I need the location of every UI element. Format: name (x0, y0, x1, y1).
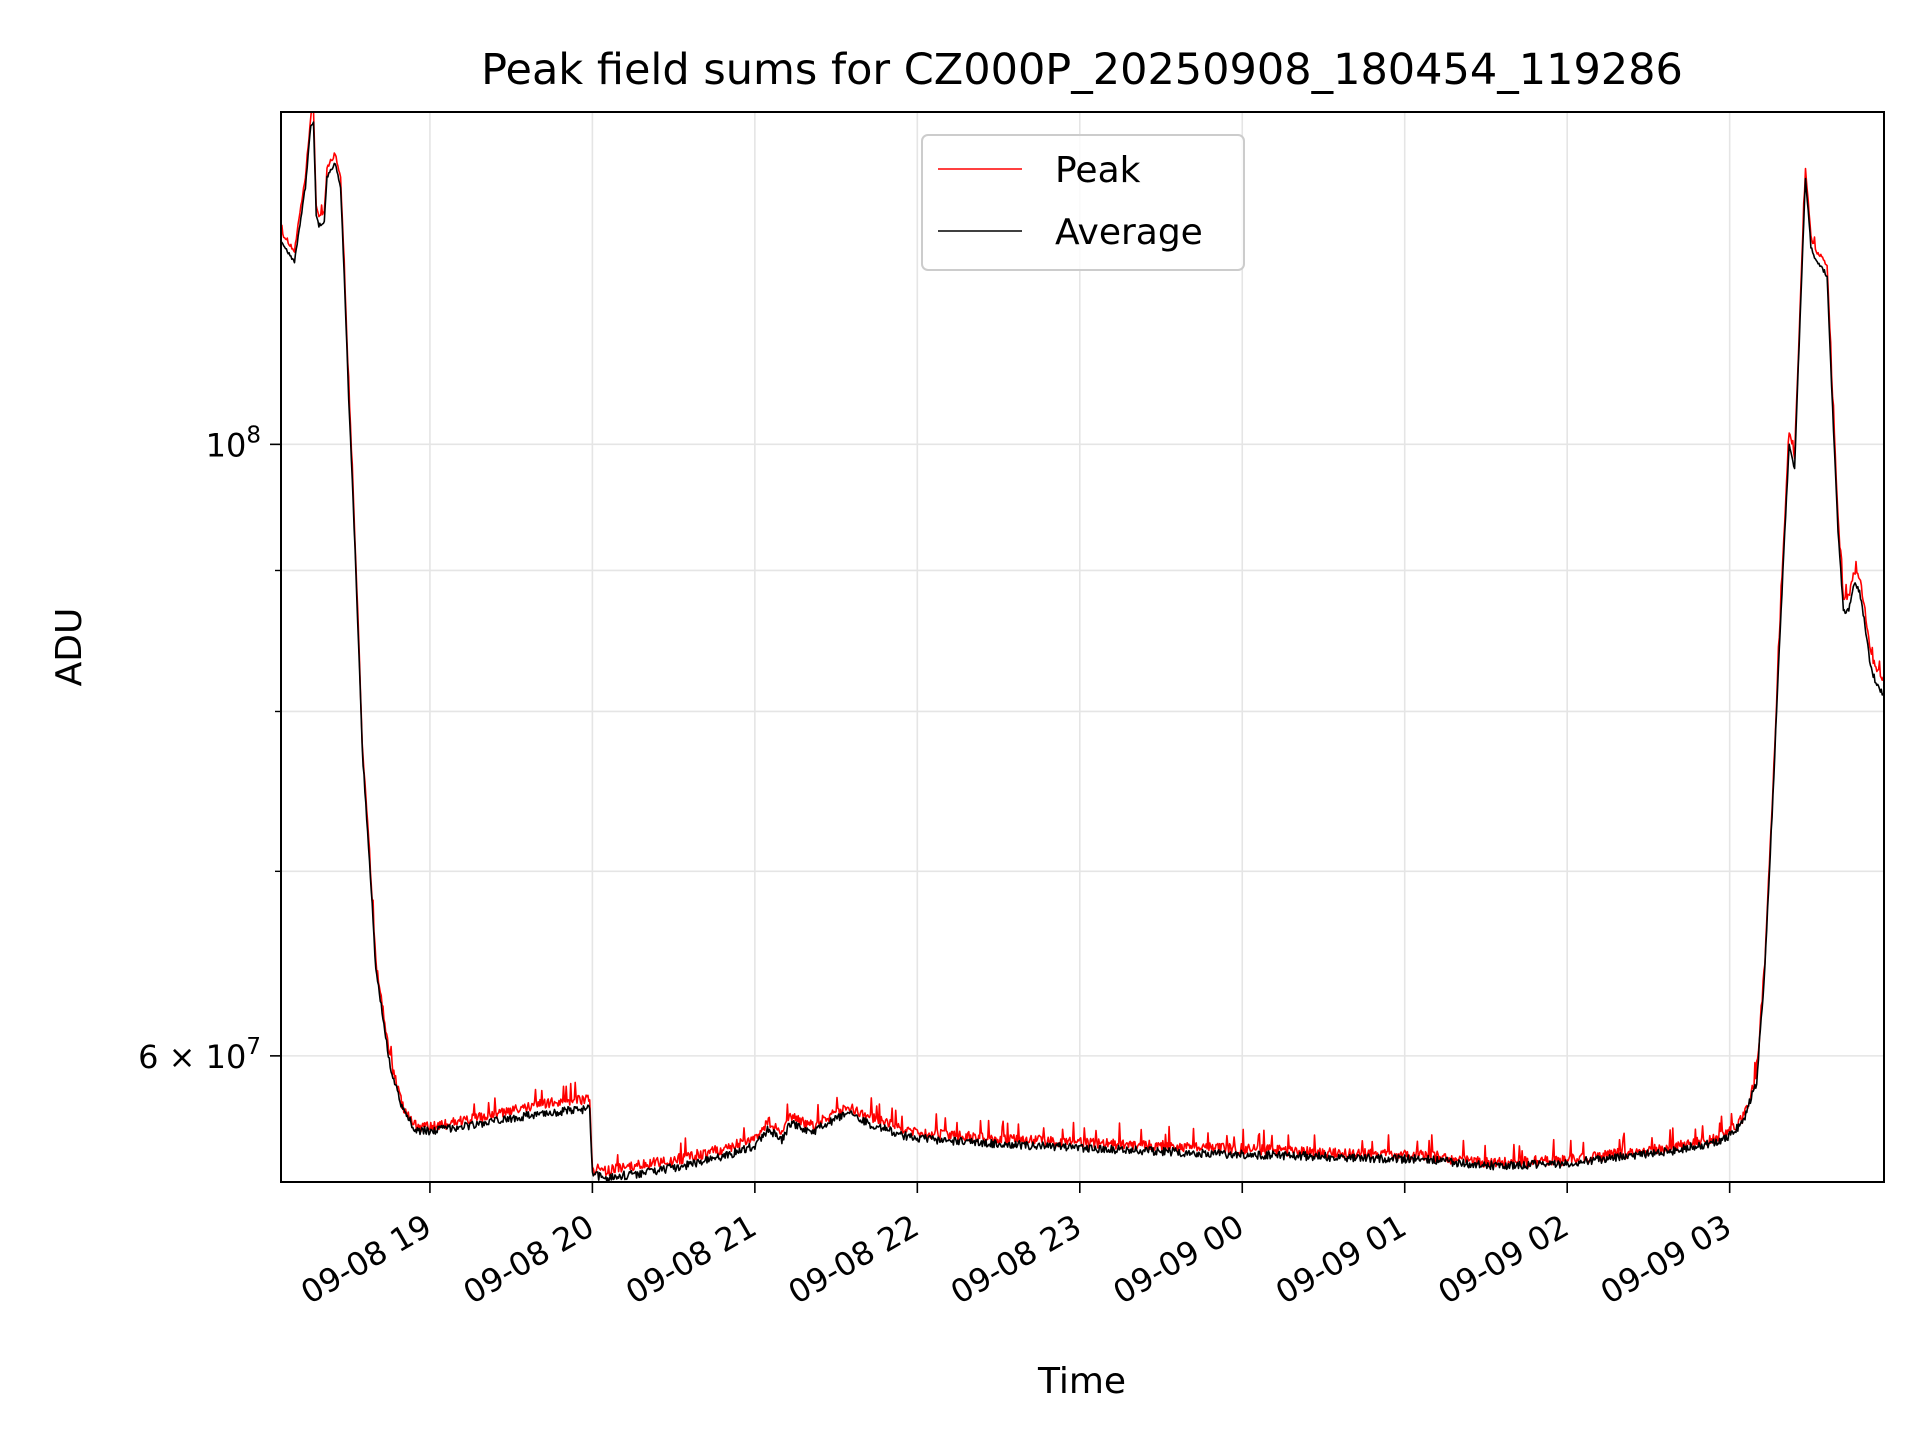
series-line-average (281, 121, 1884, 1182)
y-tick-label: 108 (206, 422, 261, 464)
y-tick-label: 6 × 107 (138, 1034, 261, 1076)
legend-label-peak: Peak (1055, 150, 1141, 191)
series-layer (281, 112, 1884, 1182)
chart-title: Peak field sums for CZ000P_20250908_1804… (481, 45, 1683, 95)
y-axis-label: ADU (49, 608, 90, 687)
y-axis: 108 6 × 107 (138, 422, 281, 1076)
plot-frame (280, 111, 1885, 1183)
x-axis-label: Time (1037, 1361, 1126, 1402)
legend-label-average: Average (1055, 212, 1203, 253)
legend: Peak Average (921, 134, 1245, 271)
grid (281, 112, 1884, 1182)
